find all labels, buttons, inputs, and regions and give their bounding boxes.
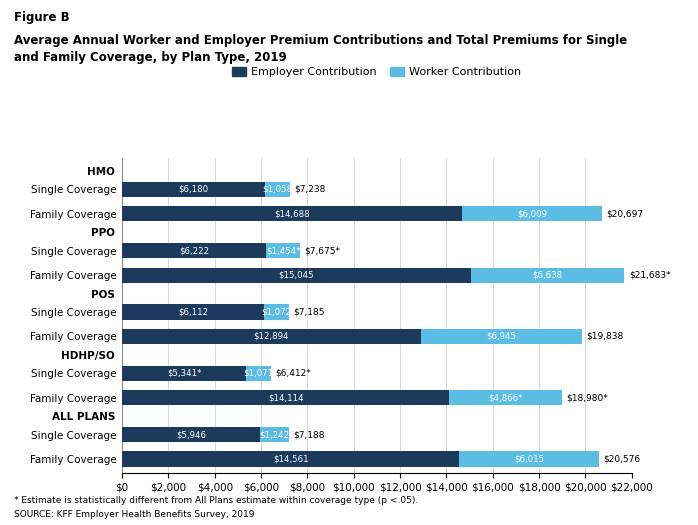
Bar [265,182,290,197]
Text: $6,009: $6,009 [517,209,547,218]
Text: SOURCE: KFF Employer Health Benefits Survey, 2019: SOURCE: KFF Employer Health Benefits Sur… [14,510,255,519]
Text: $7,238: $7,238 [295,185,326,194]
Text: $6,222: $6,222 [179,246,209,255]
Text: $7,675*: $7,675* [304,246,341,255]
Text: $1,058: $1,058 [262,185,292,194]
Text: $12,894: $12,894 [253,332,289,341]
Bar [122,304,264,320]
Text: $14,114: $14,114 [268,393,304,402]
Bar [122,427,260,442]
Text: $6,945: $6,945 [487,332,517,341]
Text: $6,112: $6,112 [178,308,208,317]
Text: $6,180: $6,180 [179,185,209,194]
Bar [122,182,265,197]
Text: $7,188: $7,188 [293,430,325,439]
Text: ALL PLANS: ALL PLANS [52,412,115,422]
Text: POS: POS [91,290,115,300]
Legend: Employer Contribution, Worker Contribution: Employer Contribution, Worker Contributi… [228,62,526,81]
Bar [459,452,599,467]
Text: $20,576: $20,576 [603,455,641,464]
Bar [122,268,470,283]
Bar [122,243,266,258]
Bar [421,329,581,344]
Text: $18,980*: $18,980* [566,393,608,402]
Text: $6,015: $6,015 [514,455,544,464]
Text: Figure B: Figure B [14,10,70,24]
Text: HDHP/SO: HDHP/SO [61,351,115,361]
Text: $14,688: $14,688 [274,209,310,218]
Text: $6,412*: $6,412* [275,369,311,377]
Bar [264,304,288,320]
Bar [122,206,462,222]
Text: $14,561: $14,561 [273,455,309,464]
Bar [122,390,449,405]
Bar [122,365,246,381]
Text: PPO: PPO [91,228,115,238]
Text: $7,185: $7,185 [293,308,325,317]
Text: HMO: HMO [87,167,115,177]
Bar [260,427,289,442]
Text: $15,045: $15,045 [279,271,314,280]
Bar [470,268,624,283]
Text: $6,638: $6,638 [533,271,563,280]
Text: $1,454*: $1,454* [266,246,300,255]
Text: $5,946: $5,946 [176,430,206,439]
Text: $1,072: $1,072 [261,308,291,317]
Bar [122,452,459,467]
Text: $20,697: $20,697 [606,209,644,218]
Text: Average Annual Worker and Employer Premium Contributions and Total Premiums for : Average Annual Worker and Employer Premi… [14,34,628,64]
Text: $19,838: $19,838 [586,332,623,341]
Text: $5,341*: $5,341* [167,369,201,377]
Text: $1,071: $1,071 [243,369,274,377]
Bar [462,206,602,222]
Text: $1,242: $1,242 [259,430,289,439]
Bar [246,365,271,381]
Text: $21,683*: $21,683* [629,271,671,280]
Text: $4,866*: $4,866* [488,393,523,402]
Bar [122,329,421,344]
Bar [449,390,562,405]
Bar [266,243,300,258]
Text: * Estimate is statistically different from All Plans estimate within coverage ty: * Estimate is statistically different fr… [14,496,418,505]
